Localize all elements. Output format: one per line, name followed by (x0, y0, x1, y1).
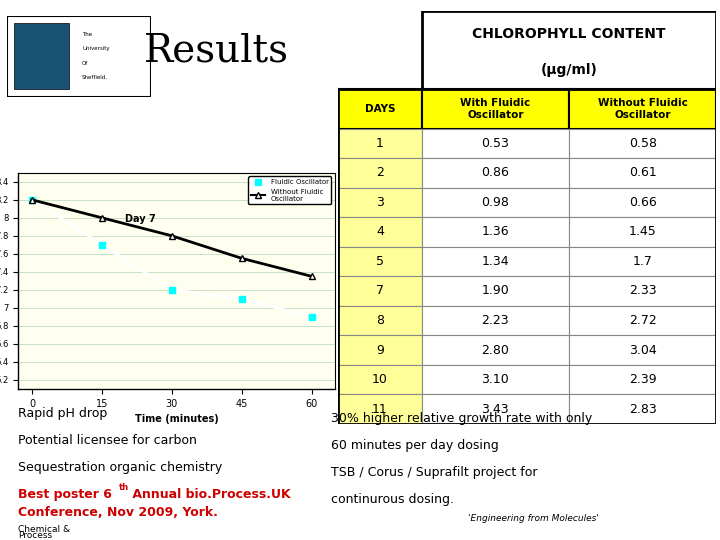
Text: Best poster 6: Best poster 6 (18, 488, 112, 501)
Text: continurous dosing.: continurous dosing. (331, 493, 454, 506)
Text: Conference, Nov 2009, York.: Conference, Nov 2009, York. (18, 507, 218, 519)
FancyBboxPatch shape (569, 306, 716, 335)
Text: 2.72: 2.72 (629, 314, 657, 327)
Legend: Fluidic Oscillator, Without Fluidic
Oscillator: Fluidic Oscillator, Without Fluidic Osci… (248, 176, 331, 204)
Text: Rapid pH drop: Rapid pH drop (18, 407, 107, 420)
Text: Process: Process (18, 531, 52, 540)
Text: TSB / Corus / Suprafilt project for: TSB / Corus / Suprafilt project for (331, 466, 538, 479)
Text: Results: Results (143, 33, 289, 70)
Text: DAYS: DAYS (365, 104, 395, 114)
FancyBboxPatch shape (421, 276, 569, 306)
Text: University: University (82, 46, 109, 51)
Text: 0.53: 0.53 (482, 137, 509, 150)
Text: 2.23: 2.23 (482, 314, 509, 327)
FancyBboxPatch shape (569, 217, 716, 247)
Text: With Fluidic
Oscillator: With Fluidic Oscillator (460, 98, 531, 120)
Text: Potential licensee for carbon: Potential licensee for carbon (18, 434, 197, 447)
Text: 7: 7 (376, 285, 384, 298)
Text: 1.34: 1.34 (482, 255, 509, 268)
Text: Day 7: Day 7 (125, 214, 156, 224)
Point (306, 313, 318, 321)
FancyBboxPatch shape (569, 129, 716, 158)
FancyBboxPatch shape (569, 276, 716, 306)
FancyBboxPatch shape (421, 335, 569, 365)
Text: 60 minutes per day dosing: 60 minutes per day dosing (331, 439, 499, 452)
Point (96, 240, 107, 249)
FancyBboxPatch shape (569, 158, 716, 187)
FancyBboxPatch shape (338, 187, 421, 217)
Text: 2.39: 2.39 (629, 373, 657, 386)
Text: 9: 9 (376, 343, 384, 356)
Text: 0.61: 0.61 (629, 166, 657, 179)
Text: 1.90: 1.90 (482, 285, 509, 298)
Text: 30% higher relative growth rate with only: 30% higher relative growth rate with onl… (331, 412, 593, 425)
FancyBboxPatch shape (421, 306, 569, 335)
FancyBboxPatch shape (421, 187, 569, 217)
Text: 3: 3 (376, 196, 384, 209)
Text: 4: 4 (376, 225, 384, 239)
Text: 8: 8 (376, 314, 384, 327)
Text: 2: 2 (376, 166, 384, 179)
Text: Chemical &: Chemical & (18, 525, 70, 534)
Text: 3.43: 3.43 (482, 403, 509, 416)
FancyBboxPatch shape (338, 335, 421, 365)
Text: 2.33: 2.33 (629, 285, 657, 298)
Text: 5: 5 (376, 255, 384, 268)
Text: Sheffield.: Sheffield. (82, 75, 108, 80)
Text: 0.66: 0.66 (629, 196, 657, 209)
Point (26, 195, 37, 204)
Text: 'Engineering from Molecules': 'Engineering from Molecules' (468, 514, 599, 523)
Text: Sequestration organic chemistry: Sequestration organic chemistry (18, 461, 222, 474)
Text: 1.7: 1.7 (633, 255, 652, 268)
FancyBboxPatch shape (338, 247, 421, 276)
Text: 0.98: 0.98 (482, 196, 509, 209)
FancyBboxPatch shape (569, 187, 716, 217)
FancyBboxPatch shape (569, 365, 716, 394)
FancyBboxPatch shape (421, 11, 716, 89)
FancyBboxPatch shape (338, 129, 421, 158)
Text: 0.58: 0.58 (629, 137, 657, 150)
FancyBboxPatch shape (338, 158, 421, 187)
FancyBboxPatch shape (421, 129, 569, 158)
FancyBboxPatch shape (569, 247, 716, 276)
Text: 1: 1 (376, 137, 384, 150)
FancyBboxPatch shape (569, 335, 716, 365)
FancyBboxPatch shape (421, 217, 569, 247)
FancyBboxPatch shape (338, 365, 421, 394)
Text: (μg/ml): (μg/ml) (541, 63, 598, 77)
Text: 2.83: 2.83 (629, 403, 657, 416)
FancyBboxPatch shape (569, 89, 716, 129)
FancyBboxPatch shape (421, 365, 569, 394)
FancyBboxPatch shape (421, 158, 569, 187)
FancyBboxPatch shape (421, 247, 569, 276)
FancyBboxPatch shape (338, 306, 421, 335)
Text: 1.36: 1.36 (482, 225, 509, 239)
Text: Annual bio.Process.UK: Annual bio.Process.UK (128, 488, 291, 501)
Text: Without Fluidic
Oscillator: Without Fluidic Oscillator (598, 98, 688, 120)
Text: th: th (119, 483, 129, 492)
Point (166, 286, 178, 294)
FancyBboxPatch shape (338, 217, 421, 247)
FancyBboxPatch shape (421, 89, 569, 129)
Text: Of: Of (82, 60, 89, 66)
FancyBboxPatch shape (14, 23, 69, 89)
FancyBboxPatch shape (421, 394, 569, 424)
Text: CHLOROPHYLL CONTENT: CHLOROPHYLL CONTENT (472, 28, 666, 42)
FancyBboxPatch shape (338, 89, 421, 129)
Text: The: The (82, 31, 92, 37)
Text: 1.45: 1.45 (629, 225, 657, 239)
Text: 2.80: 2.80 (482, 343, 509, 356)
Text: 3.04: 3.04 (629, 343, 657, 356)
Text: 11: 11 (372, 403, 388, 416)
FancyBboxPatch shape (569, 394, 716, 424)
FancyBboxPatch shape (7, 16, 151, 97)
Text: 3.10: 3.10 (482, 373, 509, 386)
FancyBboxPatch shape (338, 276, 421, 306)
Point (236, 294, 248, 303)
FancyBboxPatch shape (338, 394, 421, 424)
Text: 0.86: 0.86 (482, 166, 509, 179)
Text: 10: 10 (372, 373, 388, 386)
X-axis label: Time (minutes): Time (minutes) (135, 414, 218, 424)
